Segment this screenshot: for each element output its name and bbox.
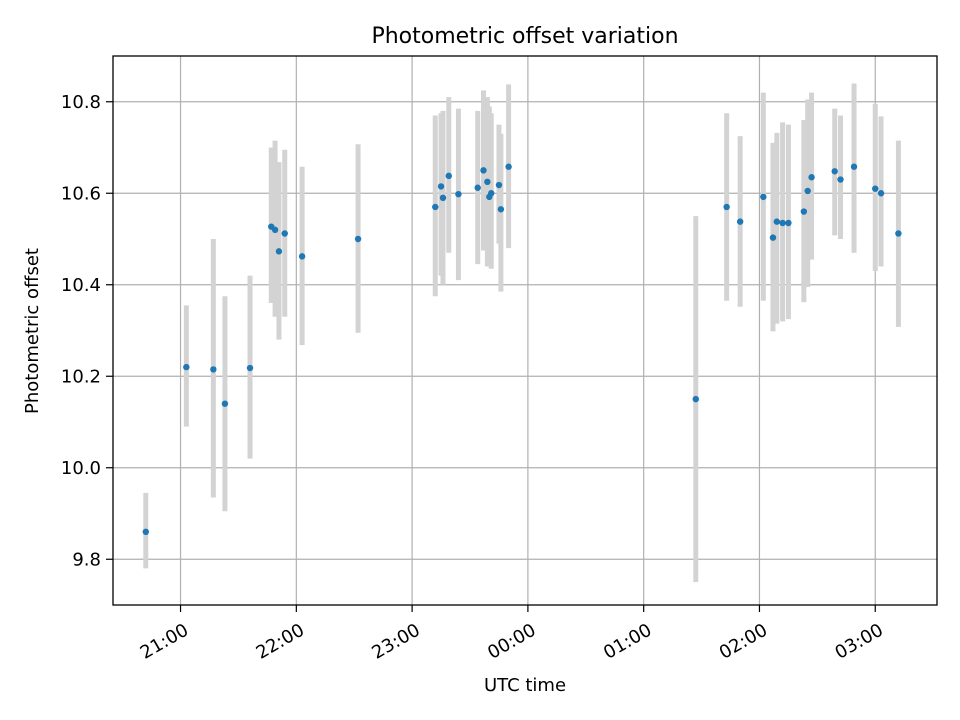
data-point xyxy=(831,168,838,175)
data-point xyxy=(445,172,452,180)
data-point xyxy=(455,190,462,198)
data-point xyxy=(800,208,808,215)
data-point xyxy=(275,248,283,255)
data-point xyxy=(271,226,279,234)
data-point xyxy=(246,364,254,372)
data-point xyxy=(488,190,495,197)
data-point xyxy=(505,163,512,170)
data-point xyxy=(497,206,505,213)
data-point xyxy=(872,185,879,192)
data-point xyxy=(484,178,491,186)
y-tick-label: 10.4 xyxy=(61,275,101,296)
data-point xyxy=(837,176,844,183)
data-point xyxy=(298,253,306,260)
data-point xyxy=(480,167,487,174)
data-point xyxy=(785,219,792,227)
data-point xyxy=(736,218,744,225)
plot-frame xyxy=(112,55,938,606)
data-point xyxy=(221,400,229,407)
data-point xyxy=(850,163,858,170)
data-point xyxy=(760,193,767,201)
data-point xyxy=(723,203,730,211)
y-tick-label: 10.0 xyxy=(61,458,101,479)
data-point xyxy=(495,181,503,189)
data-point xyxy=(773,218,781,225)
data-point xyxy=(432,203,439,211)
data-point xyxy=(142,528,150,535)
data-point xyxy=(877,190,885,197)
y-tick-label: 10.2 xyxy=(61,366,101,387)
y-axis-ticks: 9.8 10.0 10.2 10.4 10.6 10.8 xyxy=(61,92,113,570)
data-point xyxy=(895,230,902,237)
data-point xyxy=(183,363,190,371)
data-point xyxy=(439,194,447,202)
y-tick-label: 10.6 xyxy=(61,183,101,204)
data-point xyxy=(474,184,481,191)
data-point xyxy=(804,187,811,195)
y-axis-label: Photometric offset xyxy=(22,248,43,414)
data-point xyxy=(779,219,786,227)
data-point xyxy=(281,230,288,237)
data-point xyxy=(692,395,699,403)
chart-title: Photometric offset variation xyxy=(371,24,678,49)
data-point xyxy=(769,234,777,241)
data-points xyxy=(142,163,902,535)
y-tick-label: 9.8 xyxy=(72,549,101,570)
y-tick-label: 10.8 xyxy=(61,92,101,113)
x-axis-label: UTC time xyxy=(484,675,566,696)
data-point xyxy=(808,174,815,181)
data-point xyxy=(354,235,362,243)
data-point xyxy=(210,366,217,373)
data-point xyxy=(437,183,445,190)
